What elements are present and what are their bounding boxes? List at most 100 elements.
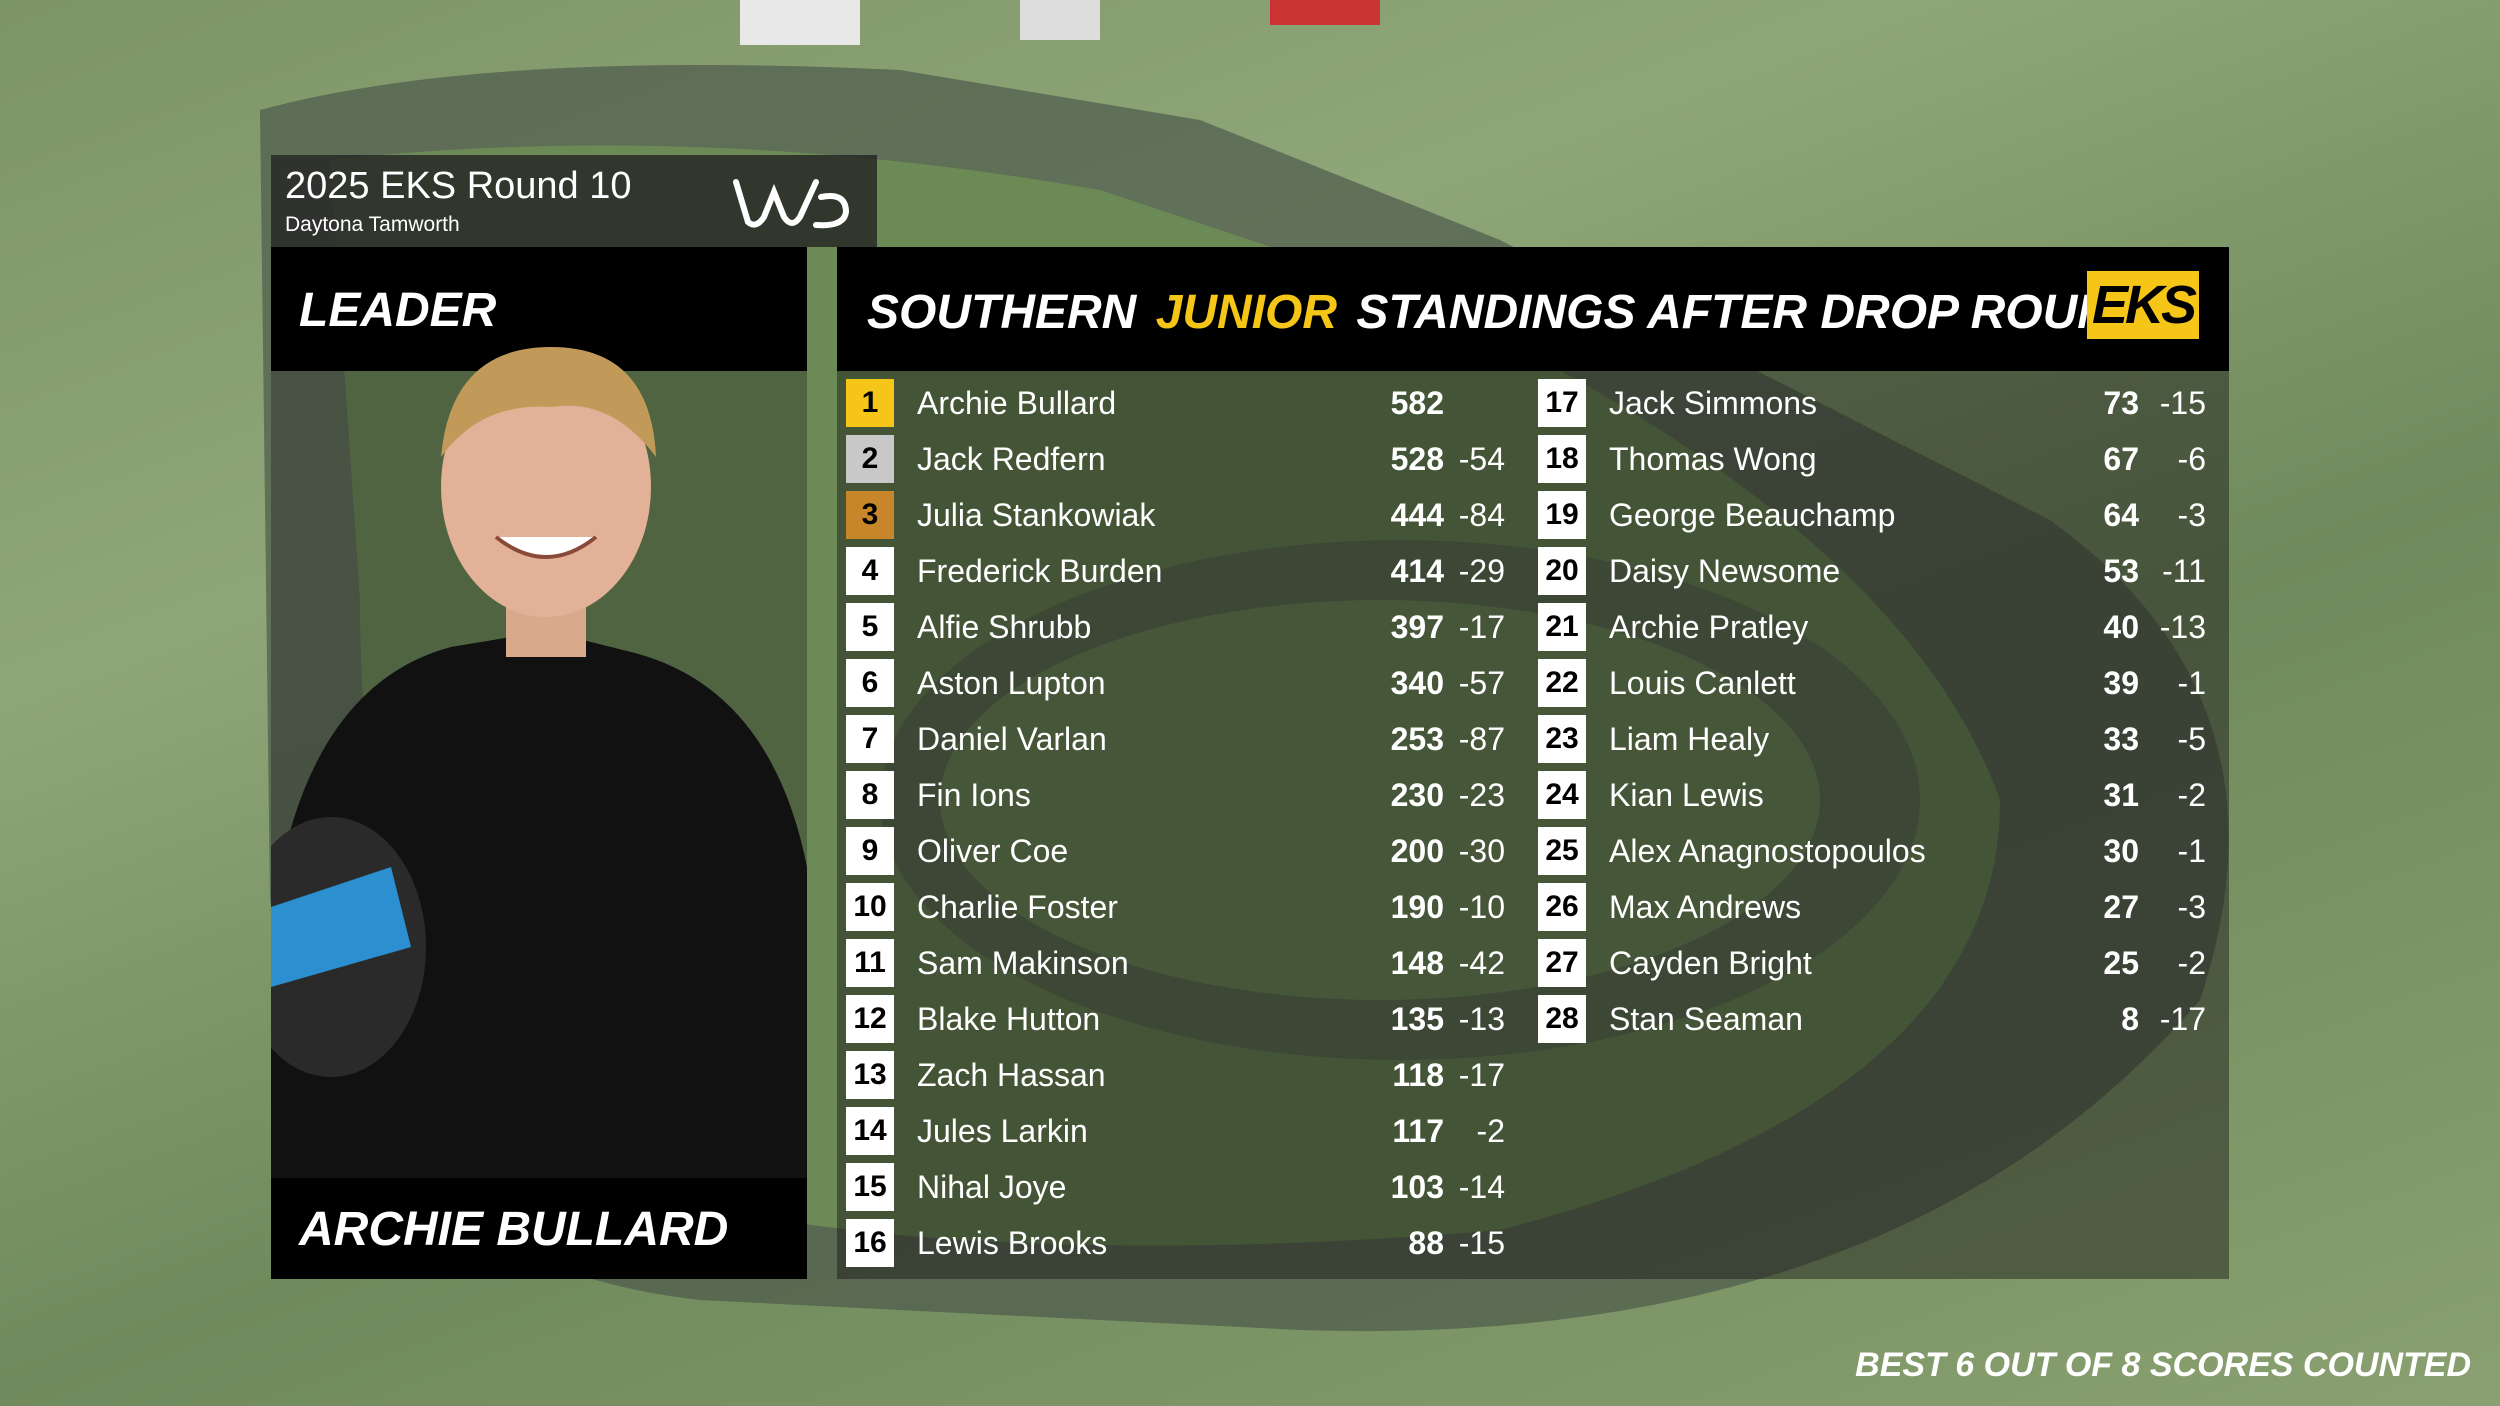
position: 13 xyxy=(846,1051,894,1099)
dropped-points: -57 xyxy=(1458,665,1505,701)
leader-name: ARCHIE BULLARD xyxy=(299,1203,729,1256)
driver-name: Cayden Bright xyxy=(1609,945,1812,981)
standings-row: 7 Daniel Varlan 253 -87 xyxy=(846,715,1526,763)
standings-row: 3 Julia Stankowiak 444 -84 xyxy=(846,491,1526,539)
standings-rows: 1 Archie Bullard 582 2 Jack Redfern 528 -54 3 Ju… xyxy=(837,247,2229,1279)
driver-name: Frederick Burden xyxy=(917,553,1163,589)
driver-name: Liam Healy xyxy=(1609,721,1770,757)
points: 230 xyxy=(1390,777,1444,813)
driver-name: Jack Redfern xyxy=(917,441,1106,477)
dropped-points: -13 xyxy=(2159,609,2206,645)
position: 6 xyxy=(846,659,894,707)
leader-name-band: ARCHIE BULLARD xyxy=(271,1178,807,1279)
standings-panel: SOUTHERN JUNIOR STANDINGS AFTER DROP ROU… xyxy=(837,247,2229,1279)
driver-name: Archie Bullard xyxy=(917,385,1117,421)
dropped-points: -11 xyxy=(2162,553,2206,589)
points: 64 xyxy=(2103,497,2139,533)
driver-name: Zach Hassan xyxy=(917,1057,1106,1093)
points: 582 xyxy=(1390,385,1444,421)
position: 3 xyxy=(846,491,894,539)
position: 2 xyxy=(846,435,894,483)
position: 7 xyxy=(846,715,894,763)
points: 27 xyxy=(2103,889,2139,925)
standings-row: 13 Zach Hassan 118 -17 xyxy=(846,1051,1526,1099)
driver-name: Jack Simmons xyxy=(1609,385,1818,421)
points: 118 xyxy=(1392,1057,1444,1093)
points: 444 xyxy=(1390,497,1444,533)
position: 15 xyxy=(846,1163,894,1211)
points: 414 xyxy=(1390,553,1444,589)
driver-name: Jules Larkin xyxy=(917,1113,1088,1149)
driver-name: George Beauchamp xyxy=(1609,497,1896,533)
position: 9 xyxy=(846,827,894,875)
driver-name: Fin Ions xyxy=(917,777,1031,813)
points: 340 xyxy=(1390,665,1444,701)
driver-name: Daisy Newsome xyxy=(1609,553,1841,589)
standings-title-band: SOUTHERN JUNIOR STANDINGS AFTER DROP ROU… xyxy=(837,247,2229,371)
driver-name: Nihal Joye xyxy=(917,1169,1067,1205)
driver-name: Max Andrews xyxy=(1609,889,1802,925)
dropped-points: -5 xyxy=(2177,721,2206,757)
standings-row: 21 Archie Pratley 40 -13 xyxy=(1538,603,2218,651)
standings-row: 20 Daisy Newsome 53 -11 xyxy=(1538,547,2218,595)
title-part: STANDINGS AFTER DROP ROUNDS xyxy=(1356,286,2179,339)
points: 39 xyxy=(2103,665,2139,701)
driver-name: Daniel Varlan xyxy=(917,721,1107,757)
points: 190 xyxy=(1390,889,1444,925)
position: 10 xyxy=(846,883,894,931)
points: 53 xyxy=(2103,553,2139,589)
leader-panel: LEADER ARCHIE BULLARD xyxy=(271,247,807,1279)
standings-row: 24 Kian Lewis 31 -2 xyxy=(1538,771,2218,819)
points: 253 xyxy=(1390,721,1444,757)
driver-name: Charlie Foster xyxy=(917,889,1118,925)
standings-row: 1 Archie Bullard 582 xyxy=(846,379,1526,427)
driver-name: Thomas Wong xyxy=(1609,441,1817,477)
standings-row: 22 Louis Canlett 39 -1 xyxy=(1538,659,2218,707)
points: 40 xyxy=(2103,609,2139,645)
dropped-points: -3 xyxy=(2177,497,2206,533)
series-logo: EKS xyxy=(2087,271,2199,339)
standings-row: 23 Liam Healy 33 -5 xyxy=(1538,715,2218,763)
position: 12 xyxy=(846,995,894,1043)
standings-row: 17 Jack Simmons 73 -15 xyxy=(1538,379,2218,427)
position: 24 xyxy=(1538,771,1586,819)
dropped-points: -3 xyxy=(2177,889,2206,925)
dropped-points: -17 xyxy=(2159,1001,2206,1037)
dropped-points: -2 xyxy=(2177,945,2206,981)
standings-row: 4 Frederick Burden 414 -29 xyxy=(846,547,1526,595)
leader-label: LEADER xyxy=(299,284,497,337)
position: 25 xyxy=(1538,827,1586,875)
dropped-points: -54 xyxy=(1458,441,1505,477)
event-header: 2025 EKS Round 10 Daytona Tamworth xyxy=(271,155,877,247)
points: 25 xyxy=(2103,945,2139,981)
points: 8 xyxy=(2121,1001,2139,1037)
points: 30 xyxy=(2103,833,2139,869)
driver-name: Stan Seaman xyxy=(1609,1001,1803,1037)
points: 117 xyxy=(1392,1113,1444,1149)
points: 33 xyxy=(2103,721,2139,757)
dropped-points: -17 xyxy=(1458,609,1505,645)
dropped-points: -2 xyxy=(1476,1113,1505,1149)
position: 8 xyxy=(846,771,894,819)
event-title: 2025 EKS Round 10 xyxy=(285,165,632,207)
points: 73 xyxy=(2103,385,2139,421)
driver-name: Lewis Brooks xyxy=(917,1225,1108,1261)
footer-note: BEST 6 OUT OF 8 SCORES COUNTED xyxy=(1855,1346,2471,1384)
title-part: SOUTHERN xyxy=(867,286,1137,339)
dropped-points: -1 xyxy=(2177,833,2206,869)
standings-row: 2 Jack Redfern 528 -54 xyxy=(846,435,1526,483)
points: 528 xyxy=(1390,441,1444,477)
position: 11 xyxy=(846,939,894,987)
driver-name: Oliver Coe xyxy=(917,833,1069,869)
standings-title: SOUTHERN JUNIOR STANDINGS AFTER DROP ROU… xyxy=(867,285,2179,340)
driver-name: Sam Makinson xyxy=(917,945,1129,981)
standings-row: 8 Fin Ions 230 -23 xyxy=(846,771,1526,819)
standings-row: 11 Sam Makinson 148 -42 xyxy=(846,939,1526,987)
standings-row: 6 Aston Lupton 340 -57 xyxy=(846,659,1526,707)
dropped-points: -15 xyxy=(1458,1225,1505,1261)
standings-row: 10 Charlie Foster 190 -10 xyxy=(846,883,1526,931)
dropped-points: -1 xyxy=(2177,665,2206,701)
position: 17 xyxy=(1538,379,1586,427)
driver-name: Julia Stankowiak xyxy=(917,497,1156,533)
